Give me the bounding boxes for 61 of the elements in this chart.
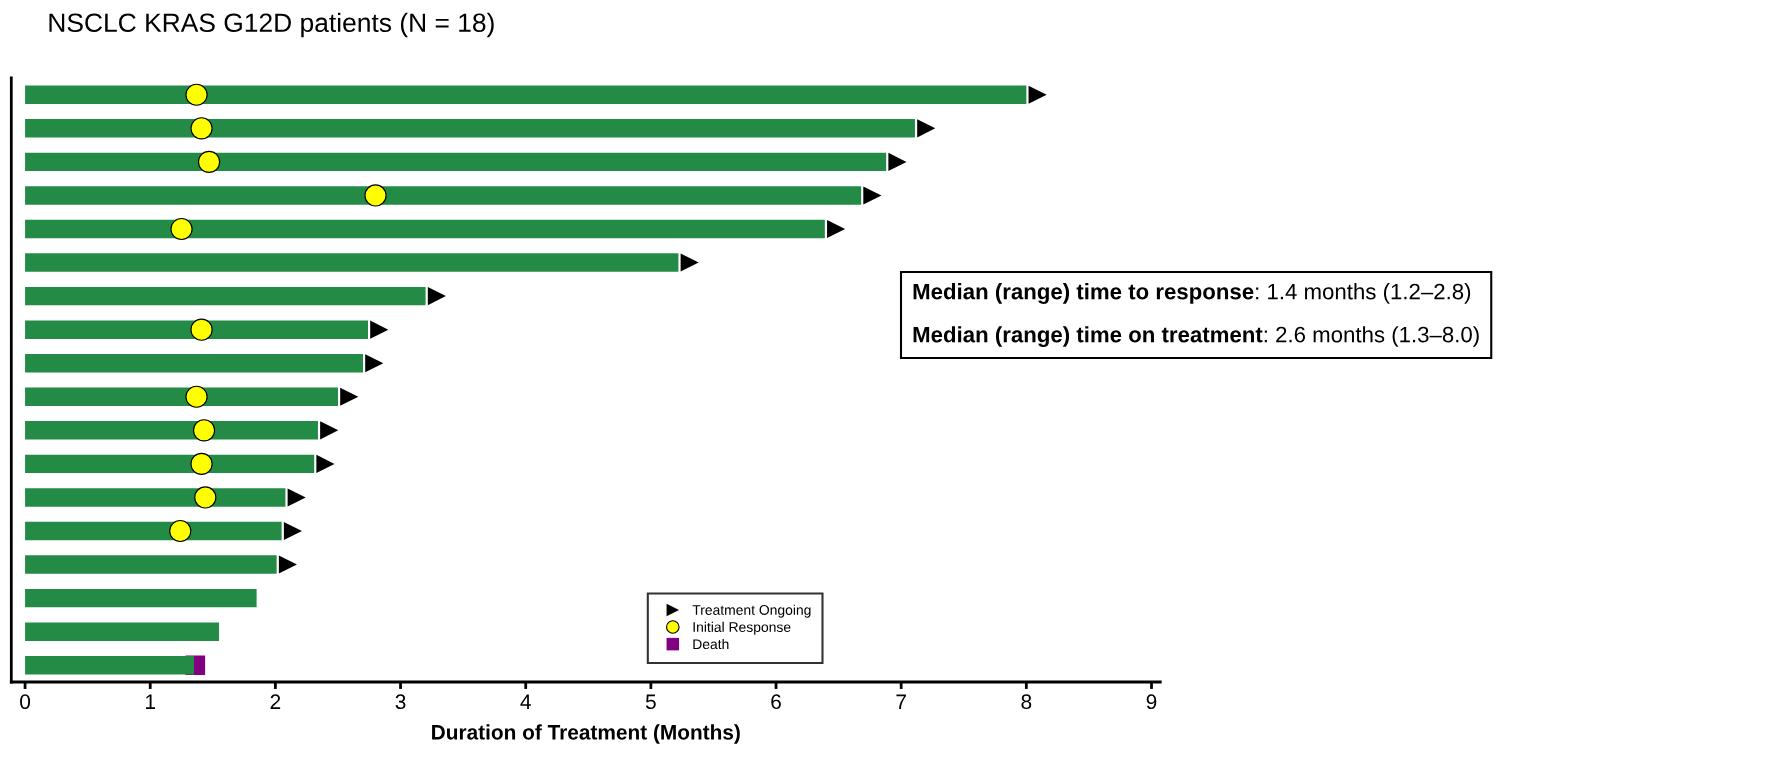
point xyxy=(283,521,302,541)
bar xyxy=(25,622,220,641)
bar xyxy=(25,286,426,306)
point xyxy=(287,488,306,507)
point xyxy=(427,287,446,306)
point xyxy=(365,354,384,373)
point xyxy=(169,519,192,543)
point xyxy=(190,452,213,475)
annotation: Median (range) time on treatment: 2.6 months (1.3–8.0) xyxy=(913,326,1479,347)
bar xyxy=(25,253,679,272)
bar xyxy=(25,588,257,608)
point xyxy=(320,421,339,440)
bar xyxy=(25,152,887,172)
point xyxy=(194,486,217,509)
bar xyxy=(25,521,282,541)
point xyxy=(170,217,193,241)
legend-label: Treatment Ongoing xyxy=(692,604,811,618)
point xyxy=(1028,85,1047,104)
x-tick-label: 5 xyxy=(645,694,656,710)
x-tick-label: 0 xyxy=(20,694,31,710)
point xyxy=(278,555,297,574)
x-axis-title: Duration of Treatment (Months) xyxy=(432,724,740,744)
x-tick-label: 4 xyxy=(520,694,531,709)
point xyxy=(370,320,389,339)
point xyxy=(340,387,359,406)
annotation: Median (range) time to response: 1.4 months (1.2–2.8) xyxy=(913,283,1471,304)
x-tick-label: 7 xyxy=(896,694,906,709)
point xyxy=(190,117,213,140)
bar xyxy=(25,454,315,474)
x-tick-label: 8 xyxy=(1021,694,1032,710)
bar xyxy=(25,555,277,574)
point xyxy=(192,419,216,442)
point xyxy=(197,150,221,173)
point xyxy=(185,83,208,106)
legend-label: Death xyxy=(693,638,729,650)
point xyxy=(190,318,213,341)
bar xyxy=(25,421,318,440)
x-tick-label: 2 xyxy=(270,694,281,709)
bar xyxy=(25,353,363,373)
chart-title: NSCLC KRAS G12D patients (N = 18) xyxy=(49,12,494,38)
x-tick-label: 9 xyxy=(1146,694,1157,710)
bar xyxy=(25,85,1027,105)
bar xyxy=(25,186,862,205)
point xyxy=(316,454,335,473)
x-tick-label: 3 xyxy=(395,694,406,710)
bar xyxy=(25,488,286,507)
point xyxy=(917,119,936,138)
bar xyxy=(25,219,825,239)
point xyxy=(888,152,907,171)
point xyxy=(185,385,208,408)
point xyxy=(827,219,846,239)
legend-label: Initial Response xyxy=(693,621,791,635)
point xyxy=(364,184,387,207)
x-tick-label: 6 xyxy=(771,694,781,710)
bar xyxy=(25,387,338,407)
point xyxy=(680,253,699,272)
x-tick-label: 1 xyxy=(146,694,156,709)
bar xyxy=(25,655,195,675)
point xyxy=(863,186,882,205)
bar xyxy=(25,119,915,138)
bar xyxy=(25,320,369,339)
